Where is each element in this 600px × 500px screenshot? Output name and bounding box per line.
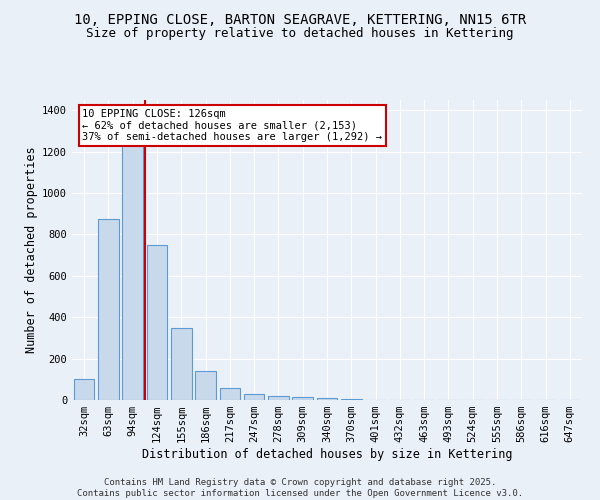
- Bar: [98, 219, 119, 400]
- Bar: [244, 394, 265, 400]
- Text: Size of property relative to detached houses in Kettering: Size of property relative to detached ho…: [86, 28, 514, 40]
- Bar: [220, 388, 240, 400]
- Bar: [317, 398, 337, 400]
- Text: 10 EPPING CLOSE: 126sqm
← 62% of detached houses are smaller (2,153)
37% of semi: 10 EPPING CLOSE: 126sqm ← 62% of detache…: [82, 109, 382, 142]
- Bar: [195, 371, 216, 400]
- Bar: [122, 131, 143, 400]
- Bar: [171, 328, 191, 400]
- Bar: [268, 396, 289, 400]
- Bar: [292, 397, 313, 400]
- Bar: [146, 245, 167, 400]
- Bar: [74, 380, 94, 400]
- Text: 10, EPPING CLOSE, BARTON SEAGRAVE, KETTERING, NN15 6TR: 10, EPPING CLOSE, BARTON SEAGRAVE, KETTE…: [74, 12, 526, 26]
- Y-axis label: Number of detached properties: Number of detached properties: [25, 146, 38, 354]
- Text: Contains HM Land Registry data © Crown copyright and database right 2025.
Contai: Contains HM Land Registry data © Crown c…: [77, 478, 523, 498]
- Bar: [341, 399, 362, 400]
- X-axis label: Distribution of detached houses by size in Kettering: Distribution of detached houses by size …: [142, 448, 512, 461]
